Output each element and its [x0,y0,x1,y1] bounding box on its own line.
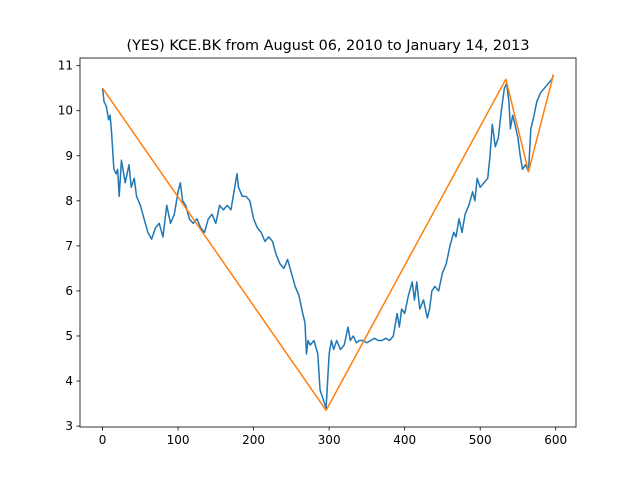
y-tick-label: 8 [65,194,73,208]
series-line [101,74,555,409]
y-tick-label: 10 [58,104,73,118]
chart-title: (YES) KCE.BK from August 06, 2010 to Jan… [127,38,530,54]
plot-area [101,74,555,412]
x-tick-label: 300 [318,433,341,447]
x-tick-label: 200 [242,433,265,447]
x-tick-label: 0 [99,433,107,447]
x-tick-label: 100 [167,433,190,447]
axes-frame [79,57,577,428]
y-tick-label: 6 [65,284,73,298]
series-line [101,74,555,412]
y-tick-label: 3 [65,419,73,433]
y-tick-label: 4 [65,374,73,388]
y-tick-label: 11 [58,59,73,73]
y-tick-label: 5 [65,329,73,343]
x-tick-label: 400 [393,433,416,447]
x-tick-label: 500 [469,433,492,447]
y-tick-label: 9 [65,149,73,163]
x-tick-label: 600 [544,433,567,447]
y-tick-label: 7 [65,239,73,253]
